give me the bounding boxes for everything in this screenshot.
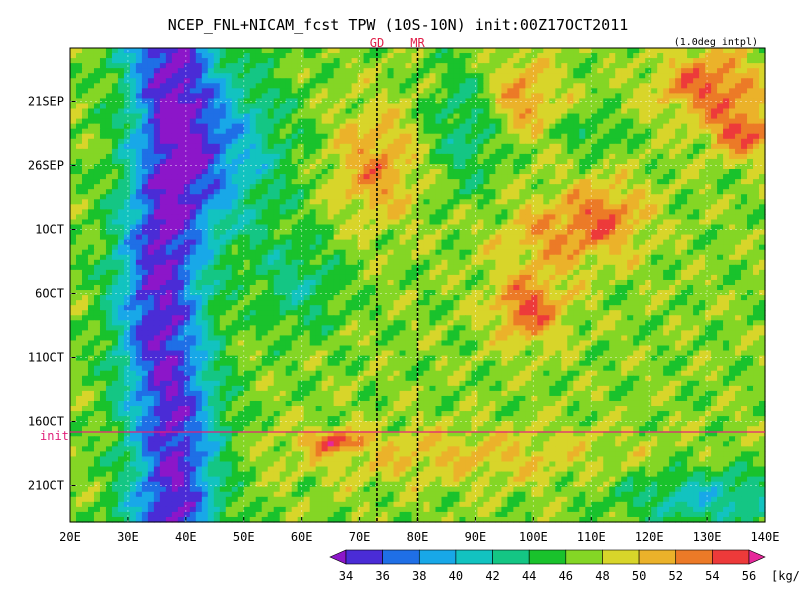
x-tick-label: 100E	[519, 530, 548, 544]
chart-title: NCEP_FNL+NICAM_fcst TPW (10S-10N) init:0…	[168, 16, 629, 34]
colorbar-level-label: 38	[412, 569, 426, 583]
x-tick-label: 70E	[349, 530, 371, 544]
x-axis: 20E 30E 40E 50E 60E 70E 80E 90E 100E 110E 120E 130E…	[59, 48, 779, 544]
marker-label-mr: MR	[410, 36, 425, 50]
y-tick-label: 21OCT	[28, 479, 64, 493]
colorbar-level-label: 36	[375, 569, 389, 583]
y-tick-label: 1OCT	[35, 223, 64, 237]
colorbar: 34 36 38 40 42 44 46 48 50 52 54 56	[329, 549, 766, 583]
x-tick-label: 60E	[291, 530, 313, 544]
x-tick-label: 30E	[117, 530, 139, 544]
colorbar-swatch-min	[329, 549, 347, 565]
colorbar-swatch	[345, 549, 383, 565]
colorbar-swatch	[528, 549, 567, 565]
longitude-markers: GD MR	[370, 36, 425, 522]
marker-label-gd: GD	[370, 36, 384, 50]
colorbar-level-label: 34	[339, 569, 353, 583]
colorbar-swatch	[602, 549, 640, 565]
colorbar-level-label: 56	[742, 569, 756, 583]
colorbar-swatch	[382, 549, 420, 565]
x-tick-label: 20E	[59, 530, 81, 544]
colorbar-level-label: 46	[559, 569, 573, 583]
x-tick-label: 140E	[751, 530, 780, 544]
y-axis: 21SEP 26SEP 1OCT 6OCT 11OCT 16OCT 21OCT	[28, 95, 765, 493]
heatmap-field	[70, 48, 766, 523]
y-tick-label: 11OCT	[28, 351, 64, 365]
colorbar-level-label: 44	[522, 569, 536, 583]
init-label: init	[40, 429, 69, 443]
y-tick-label: 26SEP	[28, 159, 64, 173]
y-tick-label: 16OCT	[28, 415, 64, 429]
x-tick-label: 130E	[693, 530, 722, 544]
colorbar-swatch	[638, 549, 677, 565]
colorbar-swatch	[712, 549, 750, 565]
colorbar-swatch	[455, 549, 493, 565]
colorbar-level-label: 40	[449, 569, 463, 583]
y-tick-label: 21SEP	[28, 95, 64, 109]
x-tick-label: 90E	[465, 530, 487, 544]
x-tick-label: 110E	[577, 530, 606, 544]
colorbar-swatch-max	[748, 549, 766, 565]
colorbar-swatch	[418, 549, 457, 565]
colorbar-unit: [kg/m²]	[771, 569, 800, 583]
y-tick-label: 6OCT	[35, 287, 64, 301]
colorbar-level-label: 42	[485, 569, 499, 583]
colorbar-level-label: 50	[632, 569, 646, 583]
colorbar-swatch	[675, 549, 713, 565]
colorbar-level-label: 54	[705, 569, 719, 583]
x-tick-label: 120E	[635, 530, 664, 544]
x-tick-label: 40E	[175, 530, 197, 544]
colorbar-swatch	[565, 549, 603, 565]
colorbar-swatch	[492, 549, 530, 565]
x-tick-label: 50E	[233, 530, 255, 544]
colorbar-level-label: 48	[595, 569, 609, 583]
interpolation-note: (1.0deg intpl)	[674, 37, 758, 48]
x-tick-label: 80E	[407, 530, 429, 544]
colorbar-level-label: 52	[669, 569, 683, 583]
